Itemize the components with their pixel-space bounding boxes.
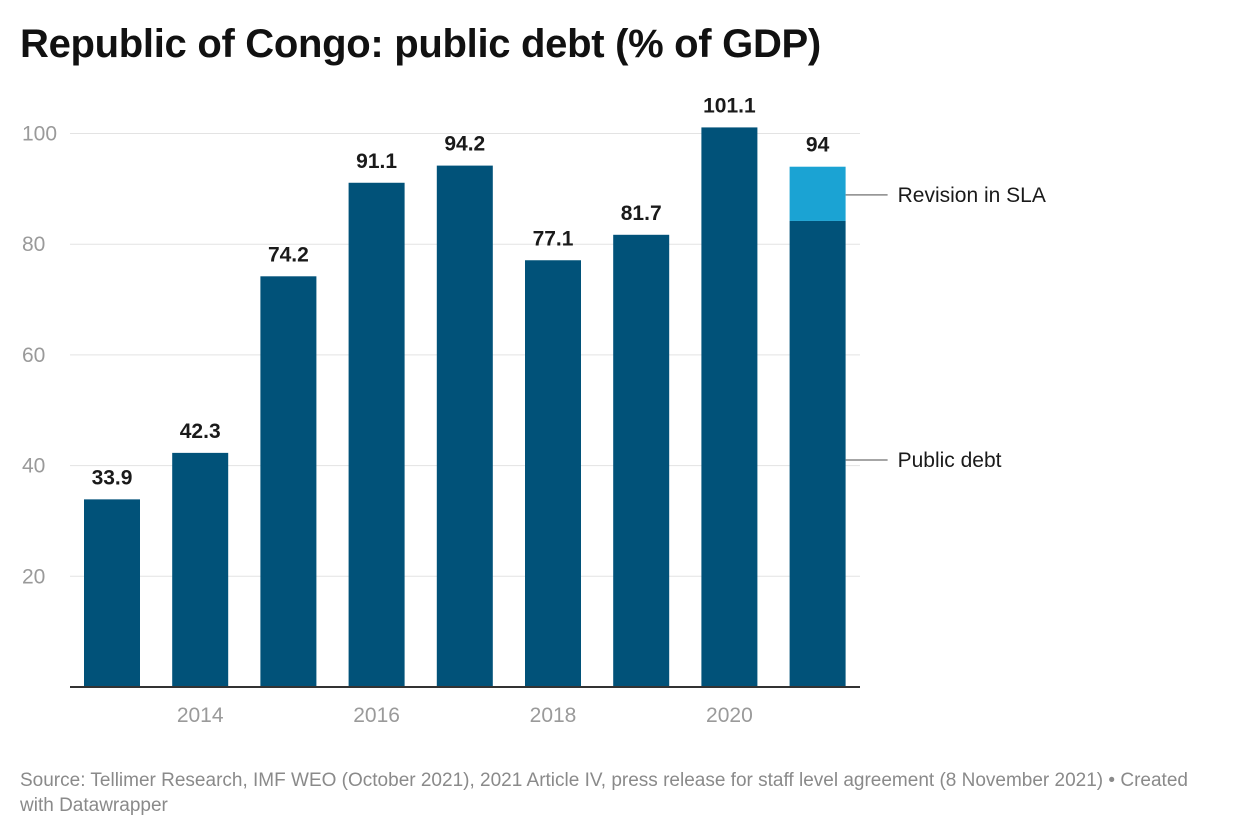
bar-2021-public-debt (789, 220, 846, 687)
x-tick-label-2016: 2016 (353, 704, 400, 727)
annotation-label-revision-in-sla: Revision in SLA (898, 184, 1046, 207)
footer-separator: • (1103, 770, 1121, 791)
data-label-2018: 77.1 (533, 227, 574, 250)
bar-2020-public-debt (701, 127, 758, 687)
bar-2018-public-debt (525, 260, 581, 687)
y-tick-label-20: 20 (22, 565, 45, 588)
y-tick-label-60: 60 (22, 344, 45, 367)
bar-2014-public-debt (172, 452, 229, 687)
bar-2021-revision-in-sla (789, 166, 846, 221)
x-tick-label-2014: 2014 (177, 704, 224, 727)
bar-2013-public-debt (84, 499, 140, 687)
y-tick-label-100: 100 (22, 123, 57, 146)
bar-2016-public-debt (348, 182, 405, 687)
annotations: Revision in SLA Public debt (845, 184, 1046, 472)
credit-text: Created with Datawrapper (20, 770, 1188, 816)
x-tick-label-2018: 2018 (530, 704, 577, 727)
data-label-2020: 101.1 (703, 94, 756, 117)
data-label-2014: 42.3 (180, 420, 221, 443)
data-label-2021: 94 (806, 134, 830, 157)
source-text: Source: Tellimer Research, IMF WEO (Octo… (20, 770, 1104, 791)
y-axis-ticks: 20 40 60 80 100 (22, 123, 57, 589)
data-label-2016: 91.1 (356, 150, 397, 173)
bar-2019-public-debt (613, 234, 670, 687)
bars (84, 127, 846, 687)
data-label-2015: 74.2 (268, 243, 309, 266)
annotation-label-public-debt: Public debt (898, 449, 1002, 472)
data-label-2017: 94.2 (444, 133, 485, 156)
y-tick-label-80: 80 (22, 233, 45, 256)
bar-2017-public-debt (436, 165, 493, 687)
source-footer: Source: Tellimer Research, IMF WEO (Octo… (20, 768, 1215, 818)
data-labels: 33.9 42.3 74.2 91.1 94.2 77.1 81.7 101.1 94 (92, 94, 830, 489)
x-tick-label-2020: 2020 (706, 704, 753, 727)
data-label-2019: 81.7 (621, 202, 662, 225)
bar-2015-public-debt (260, 276, 317, 687)
x-axis-ticks: 2014 2016 2018 2020 (70, 686, 860, 727)
data-label-2013: 33.9 (92, 466, 133, 489)
chart-title: Republic of Congo: public debt (% of GDP… (20, 22, 821, 66)
y-tick-label-40: 40 (22, 455, 45, 478)
